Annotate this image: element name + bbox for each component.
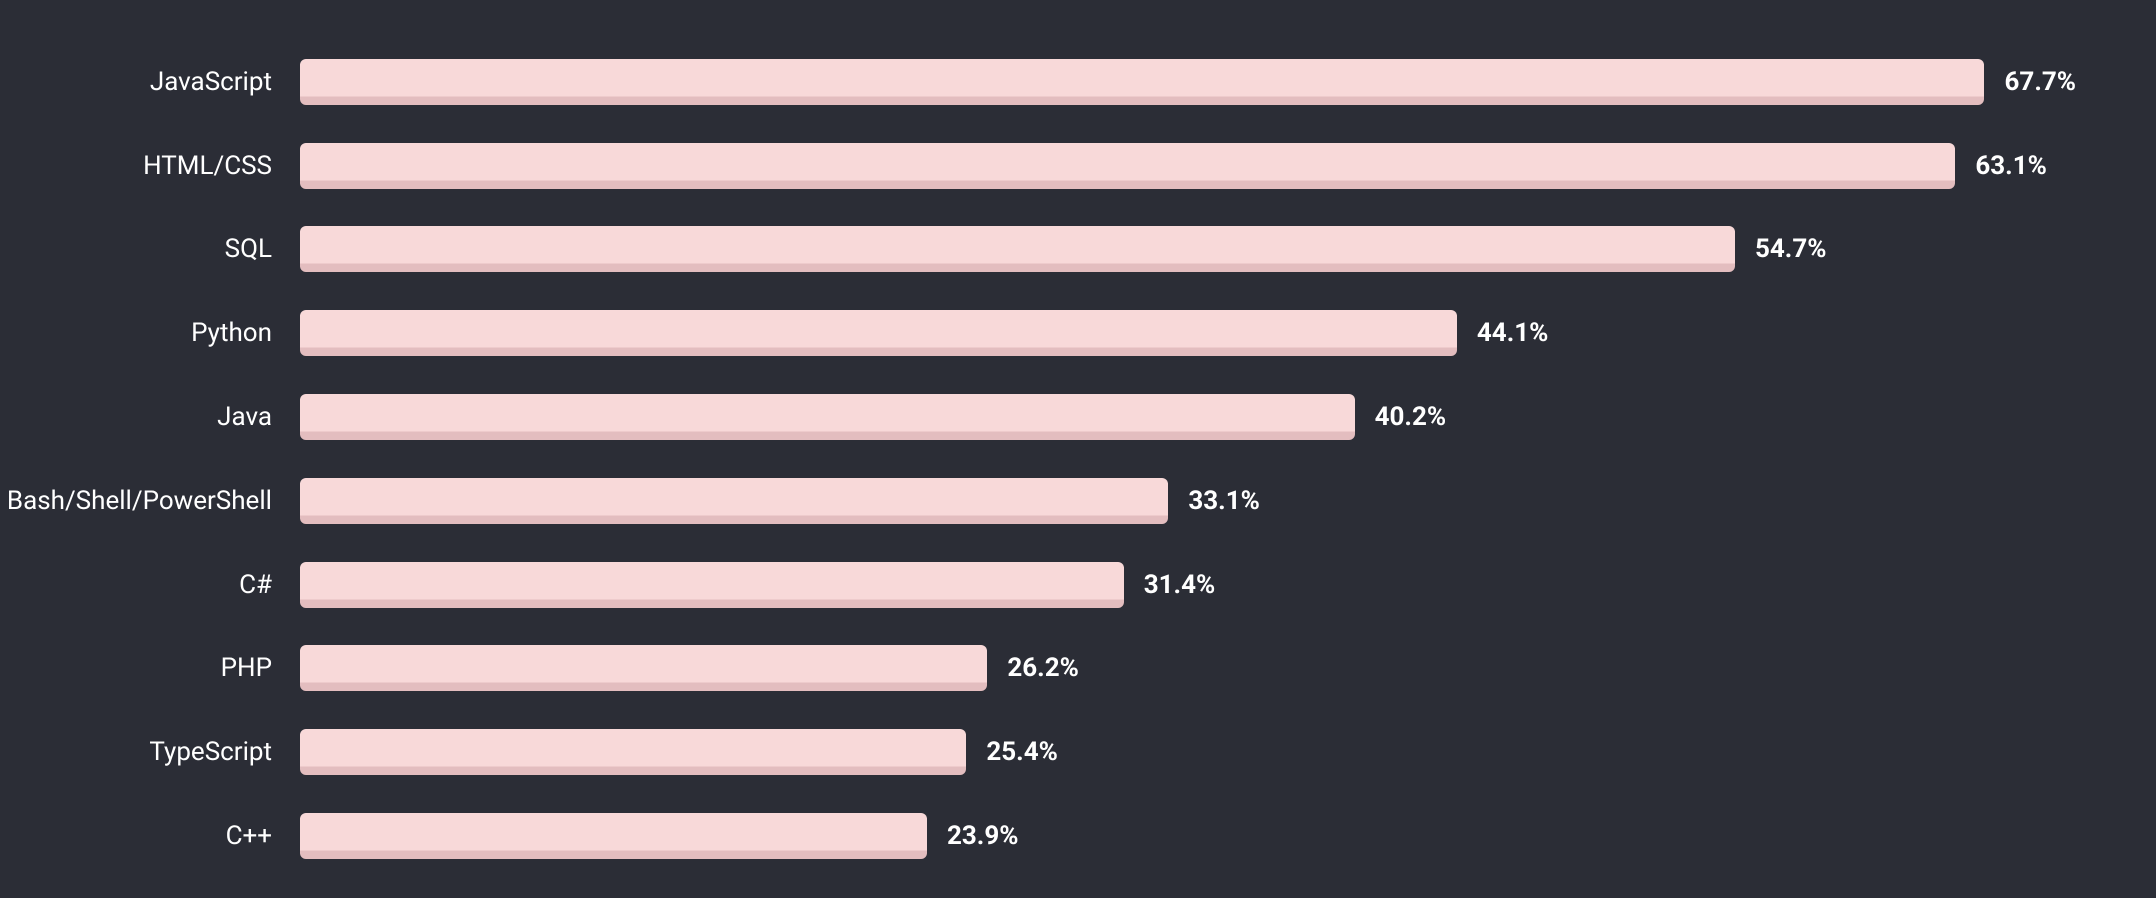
bar-fill [300,394,1355,440]
bar-track: 40.2% [300,394,2076,440]
bar-value: 54.7% [1755,234,1827,264]
bar-row: Java 40.2% [0,375,2076,459]
bar-fill [300,310,1457,356]
bar-row: TypeScript 25.4% [0,710,2076,794]
bar-label: SQL [0,234,300,264]
bar-track: 63.1% [300,143,2076,189]
bar-value: 67.7% [2004,67,2076,97]
bar-label: TypeScript [0,737,300,767]
bar-value: 23.9% [947,821,1019,851]
bar-fill [300,226,1735,272]
bar-track: 54.7% [300,226,2076,272]
bar-row: HTML/CSS 63.1% [0,124,2076,208]
bar-row: C# 31.4% [0,543,2076,627]
bar-fill [300,729,966,775]
bar-fill [300,813,927,859]
bar-value: 40.2% [1375,402,1447,432]
bar-fill [300,478,1168,524]
bar-row: SQL 54.7% [0,208,2076,292]
bar-value: 33.1% [1188,486,1260,516]
bar-track: 31.4% [300,562,2076,608]
bar-value: 31.4% [1144,570,1216,600]
bar-label: PHP [0,653,300,683]
bar-track: 25.4% [300,729,2076,775]
bar-label: Java [0,402,300,432]
bar-label: C++ [0,821,300,851]
bar-track: 67.7% [300,59,2076,105]
bar-value: 63.1% [1975,151,2047,181]
bar-fill [300,59,1984,105]
bar-label: JavaScript [0,67,300,97]
bar-row: PHP 26.2% [0,627,2076,711]
bar-track: 33.1% [300,478,2076,524]
bar-track: 23.9% [300,813,2076,859]
languages-bar-chart: JavaScript 67.7% HTML/CSS 63.1% SQL 54.7% Pyth… [0,0,2156,898]
bar-value: 25.4% [986,737,1058,767]
bar-value: 44.1% [1477,318,1549,348]
bar-track: 44.1% [300,310,2076,356]
bar-fill [300,645,987,691]
bar-value: 26.2% [1007,653,1079,683]
bar-row: C++ 23.9% [0,794,2076,878]
bar-track: 26.2% [300,645,2076,691]
bar-row: Python 44.1% [0,291,2076,375]
bar-row: Bash/Shell/PowerShell 33.1% [0,459,2076,543]
bar-label: HTML/CSS [0,151,300,181]
bar-row: JavaScript 67.7% [0,40,2076,124]
bar-label: Bash/Shell/PowerShell [0,486,300,516]
bar-fill [300,562,1124,608]
bar-label: Python [0,318,300,348]
bar-label: C# [0,570,300,600]
bar-fill [300,143,1955,189]
